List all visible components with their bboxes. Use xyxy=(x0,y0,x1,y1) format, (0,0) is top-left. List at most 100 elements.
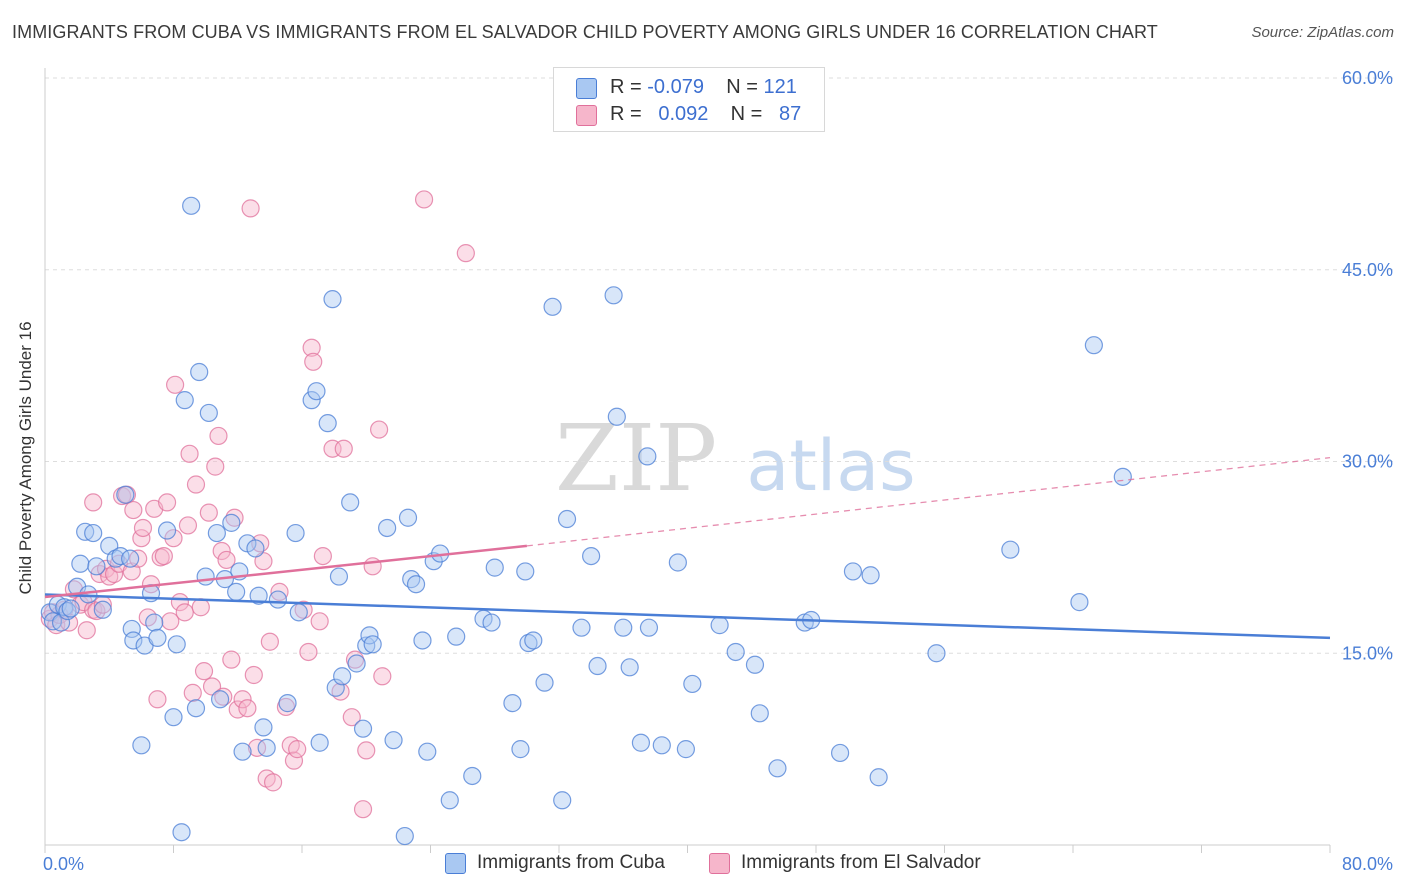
data-point xyxy=(278,694,297,713)
data-point xyxy=(745,655,765,674)
data-point xyxy=(199,503,218,522)
data-point xyxy=(228,700,247,719)
data-point xyxy=(222,650,241,669)
data-point xyxy=(145,613,164,632)
data-point xyxy=(329,567,349,586)
y-tick-label: 60.0% xyxy=(1342,68,1393,88)
data-point xyxy=(225,508,244,527)
data-point xyxy=(333,667,352,686)
data-point xyxy=(202,677,222,696)
data-point xyxy=(639,618,659,637)
data-point xyxy=(519,633,538,653)
data-point xyxy=(175,603,194,622)
data-point xyxy=(178,516,198,535)
data-point xyxy=(440,791,459,810)
data-point xyxy=(843,562,863,581)
data-point xyxy=(370,420,389,439)
data-point xyxy=(347,654,366,673)
data-point xyxy=(263,773,283,792)
chart-title: IMMIGRANTS FROM CUBA VS IMMIGRANTS FROM … xyxy=(12,22,1158,42)
data-point xyxy=(378,518,397,538)
data-point xyxy=(323,290,342,309)
data-point xyxy=(406,575,426,594)
data-point xyxy=(217,550,236,570)
data-point xyxy=(1070,593,1089,612)
points-cuba xyxy=(40,196,1132,846)
tick-labels: 15.0% 30.0% 45.0% 60.0% 0.0% 80.0% xyxy=(43,68,1393,874)
x-tick-label-min: 0.0% xyxy=(43,854,84,874)
trend-line-dashed xyxy=(526,457,1331,547)
data-point xyxy=(182,196,201,215)
legend-swatch-el-salvador xyxy=(576,105,597,126)
data-point xyxy=(194,662,214,681)
data-point xyxy=(357,741,376,760)
data-point xyxy=(77,621,96,640)
y-tick-label: 15.0% xyxy=(1342,643,1393,663)
legend-swatch-cuba xyxy=(576,78,597,99)
y-tick-label: 30.0% xyxy=(1342,452,1393,472)
data-point xyxy=(861,566,880,585)
data-point xyxy=(302,338,321,357)
data-point xyxy=(148,628,167,648)
data-point xyxy=(167,635,186,654)
data-point xyxy=(485,558,504,577)
data-point xyxy=(620,658,639,677)
data-point xyxy=(233,690,252,709)
data-point xyxy=(631,733,651,752)
data-point xyxy=(58,601,77,621)
series-swatch-cuba xyxy=(445,853,466,874)
data-point xyxy=(418,742,437,761)
data-point xyxy=(463,766,482,786)
data-point xyxy=(186,475,206,494)
data-point xyxy=(456,244,475,263)
y-tick-label: 45.0% xyxy=(1342,260,1393,280)
data-point xyxy=(341,493,360,512)
legend-r-value: -0.079 xyxy=(647,76,704,98)
data-point xyxy=(132,736,151,755)
data-point xyxy=(286,523,305,543)
trend-line xyxy=(44,593,1331,640)
series-label-el-salvador: Immigrants from El Salvador xyxy=(741,852,981,873)
data-point xyxy=(313,546,332,566)
legend-n-value: 87 xyxy=(779,103,802,125)
points-el-salvador xyxy=(40,190,475,819)
data-point xyxy=(172,823,191,842)
data-point xyxy=(116,485,135,504)
data-point xyxy=(1113,467,1132,486)
data-point xyxy=(676,740,695,759)
data-point xyxy=(122,619,141,639)
data-point xyxy=(210,690,230,709)
data-point xyxy=(652,736,671,755)
data-point xyxy=(395,826,414,846)
data-point xyxy=(161,612,180,631)
data-point xyxy=(927,644,946,663)
data-point xyxy=(572,618,591,637)
data-point xyxy=(543,297,562,316)
legend-n-value: 121 xyxy=(763,76,797,98)
data-point xyxy=(511,740,530,759)
data-point xyxy=(1084,336,1103,355)
data-point xyxy=(284,751,304,770)
data-point xyxy=(212,541,231,561)
data-point xyxy=(588,656,607,676)
data-point xyxy=(206,457,225,476)
data-point xyxy=(104,564,124,584)
data-point xyxy=(535,673,554,692)
data-point xyxy=(726,642,745,662)
series-swatch-el-salvador xyxy=(709,853,730,874)
data-point xyxy=(302,391,321,410)
data-point xyxy=(268,590,288,609)
data-point xyxy=(121,549,140,568)
data-point xyxy=(246,539,265,558)
data-point xyxy=(668,553,687,572)
data-point xyxy=(710,616,729,635)
trend-lines xyxy=(44,457,1331,640)
data-point xyxy=(164,708,183,727)
data-point xyxy=(353,800,373,819)
data-point xyxy=(249,586,268,605)
data-point xyxy=(304,352,323,371)
data-point xyxy=(414,190,434,209)
data-point xyxy=(307,382,326,401)
data-point xyxy=(61,599,80,618)
